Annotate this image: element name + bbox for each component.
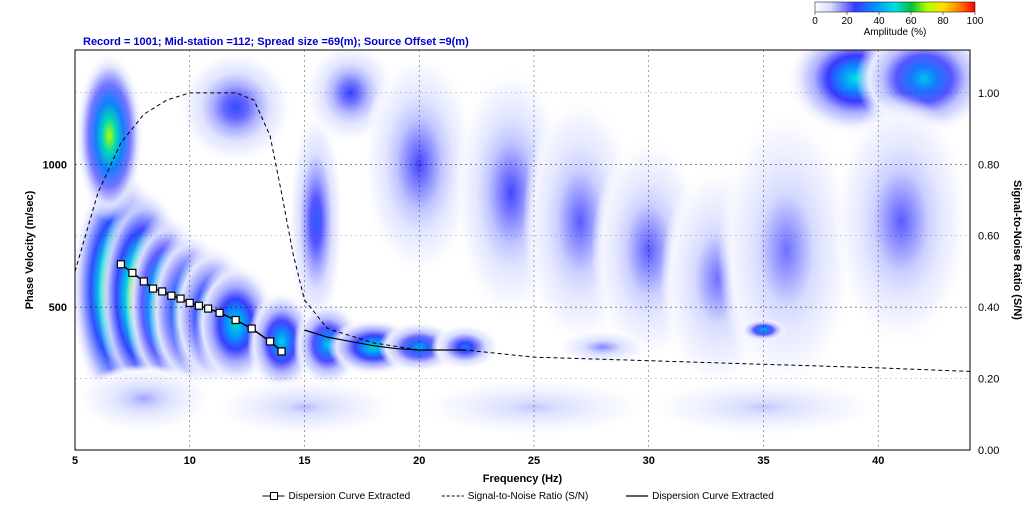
dispersion-chart: 51015202530354050010000.000.200.400.600.… [0, 0, 1024, 521]
svg-text:1.00: 1.00 [978, 88, 999, 100]
x-axis-title: Frequency (Hz) [483, 473, 563, 485]
svg-text:20: 20 [413, 455, 425, 467]
dispersion-marker [205, 305, 212, 312]
svg-text:0.20: 0.20 [978, 374, 999, 386]
dispersion-marker [177, 295, 184, 302]
dispersion-marker [186, 299, 193, 306]
svg-text:1000: 1000 [43, 159, 67, 171]
y-left-title: Phase Velocity (m/sec) [24, 190, 36, 309]
record-label: Record = 1001; Mid-station =112; Spread … [83, 36, 469, 48]
svg-text:35: 35 [757, 455, 769, 467]
colorbar-title: Amplitude (%) [864, 27, 927, 38]
dispersion-marker [129, 269, 136, 276]
svg-text:Signal-to-Noise Ratio (S/N): Signal-to-Noise Ratio (S/N) [468, 491, 589, 502]
dispersion-marker [159, 288, 166, 295]
svg-text:60: 60 [905, 16, 917, 27]
svg-text:Dispersion Curve Extracted: Dispersion Curve Extracted [289, 491, 411, 502]
dispersion-marker [232, 317, 239, 324]
y-right-title: Signal-to-Noise Ratio (S/N) [1011, 180, 1023, 320]
svg-text:15: 15 [298, 455, 310, 467]
dispersion-marker [117, 261, 124, 268]
svg-text:Dispersion Curve Extracted: Dispersion Curve Extracted [652, 491, 774, 502]
svg-text:0.40: 0.40 [978, 302, 999, 314]
svg-text:20: 20 [841, 16, 853, 27]
svg-text:40: 40 [873, 16, 885, 27]
legend: Dispersion Curve Extracted Signal-to-Nois… [263, 491, 774, 502]
svg-text:0.00: 0.00 [978, 445, 999, 457]
svg-text:100: 100 [967, 16, 984, 27]
svg-text:40: 40 [872, 455, 884, 467]
dispersion-marker [216, 309, 223, 316]
svg-text:10: 10 [184, 455, 196, 467]
dispersion-marker [195, 302, 202, 309]
svg-text:30: 30 [643, 455, 655, 467]
dispersion-marker [248, 325, 255, 332]
dispersion-marker [140, 278, 147, 285]
svg-text:25: 25 [528, 455, 540, 467]
dispersion-marker [150, 285, 157, 292]
svg-text:0: 0 [812, 16, 818, 27]
svg-text:80: 80 [937, 16, 949, 27]
dispersion-marker [267, 338, 274, 345]
colorbar [815, 2, 975, 12]
svg-text:0.80: 0.80 [978, 159, 999, 171]
svg-text:500: 500 [49, 302, 67, 314]
dispersion-marker [278, 348, 285, 355]
dispersion-marker [168, 292, 175, 299]
svg-text:5: 5 [72, 455, 78, 467]
svg-text:0.60: 0.60 [978, 231, 999, 243]
